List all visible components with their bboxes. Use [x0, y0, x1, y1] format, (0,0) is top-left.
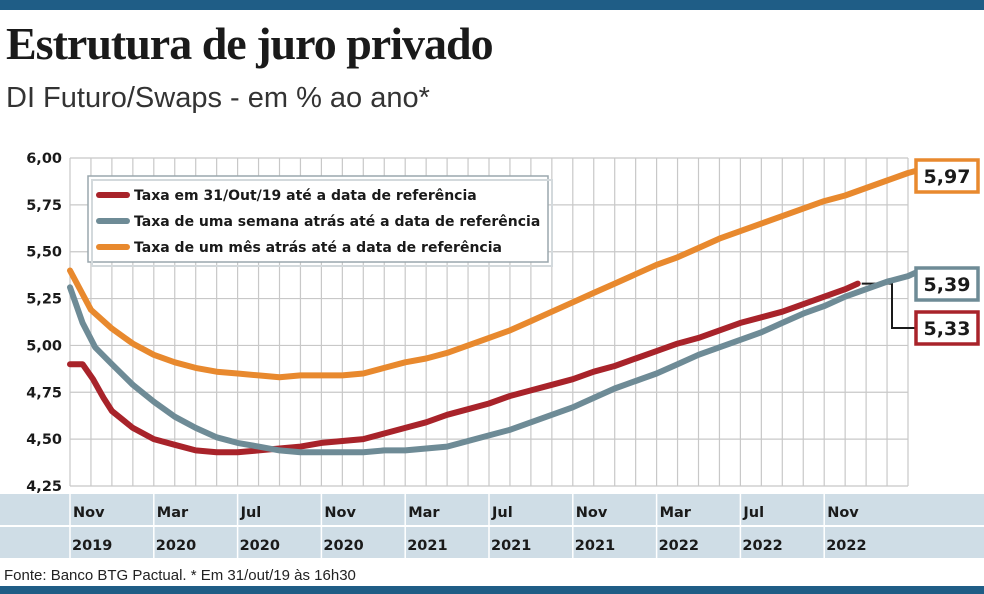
bottom-accent-bar	[0, 586, 984, 594]
end-label-box	[914, 266, 980, 302]
x-tick-year: 2022	[826, 538, 866, 554]
x-tick-month: Jul	[491, 505, 513, 521]
legend-label: Taxa em 31/Out/19 até a data de referênc…	[134, 188, 477, 204]
top-accent-bar	[0, 0, 984, 10]
chart-title: Estrutura de juro privado	[6, 18, 494, 69]
y-tick-label: 6,00	[26, 151, 62, 167]
x-tick-month: Mar	[157, 505, 189, 521]
end-label-value: 5,97	[924, 166, 971, 188]
y-tick-label: 4,25	[26, 479, 62, 495]
x-tick-month: Nov	[324, 505, 356, 521]
y-tick-label: 4,75	[26, 385, 62, 401]
x-tick-month: Nov	[576, 505, 608, 521]
y-tick-label: 5,50	[26, 245, 62, 261]
x-tick-year: 2021	[575, 538, 615, 554]
x-tick-year: 2019	[72, 538, 112, 554]
series-line	[67, 280, 861, 456]
y-tick-label: 5,00	[26, 338, 62, 354]
end-label-value: 5,33	[924, 318, 971, 340]
x-tick-month: Mar	[660, 505, 692, 521]
end-label-value: 5,39	[924, 274, 971, 296]
y-tick-label: 4,50	[26, 432, 62, 448]
legend-label: Taxa de uma semana atrás até a data de r…	[134, 214, 540, 230]
end-label-box	[914, 158, 980, 194]
legend: Taxa em 31/Out/19 até a data de referênc…	[87, 175, 553, 267]
x-tick-month: Jul	[742, 505, 764, 521]
source-note: Fonte: Banco BTG Pactual. * Em 31/out/19…	[4, 567, 356, 584]
x-tick-year: 2022	[659, 538, 699, 554]
x-tick-month: Jul	[240, 505, 262, 521]
legend-label: Taxa de um mês atrás até a data de refer…	[134, 240, 502, 256]
chart-subtitle: DI Futuro/Swaps - em % ao ano*	[6, 82, 430, 114]
x-tick-month: Mar	[408, 505, 440, 521]
series-line	[67, 160, 949, 381]
x-tick-year: 2021	[491, 538, 531, 554]
line-chart: 6,00 5,75 5,50 5,25 5,00 4,75 4,50 4,25 Nov 2019 M…	[0, 151, 984, 558]
x-tick-month: Nov	[827, 505, 859, 521]
x-tick-month: Nov	[73, 505, 105, 521]
x-tick-year: 2022	[742, 538, 782, 554]
end-label-box	[914, 310, 980, 346]
x-tick-year: 2021	[407, 538, 447, 554]
y-tick-label: 5,75	[26, 198, 62, 214]
series-line	[67, 269, 920, 456]
legend-shadow	[91, 179, 553, 267]
x-tick-year: 2020	[323, 538, 363, 554]
y-tick-label: 5,25	[26, 292, 62, 308]
x-tick-year: 2020	[156, 538, 196, 554]
legend-box	[87, 175, 549, 263]
x-tick-year: 2020	[240, 538, 280, 554]
